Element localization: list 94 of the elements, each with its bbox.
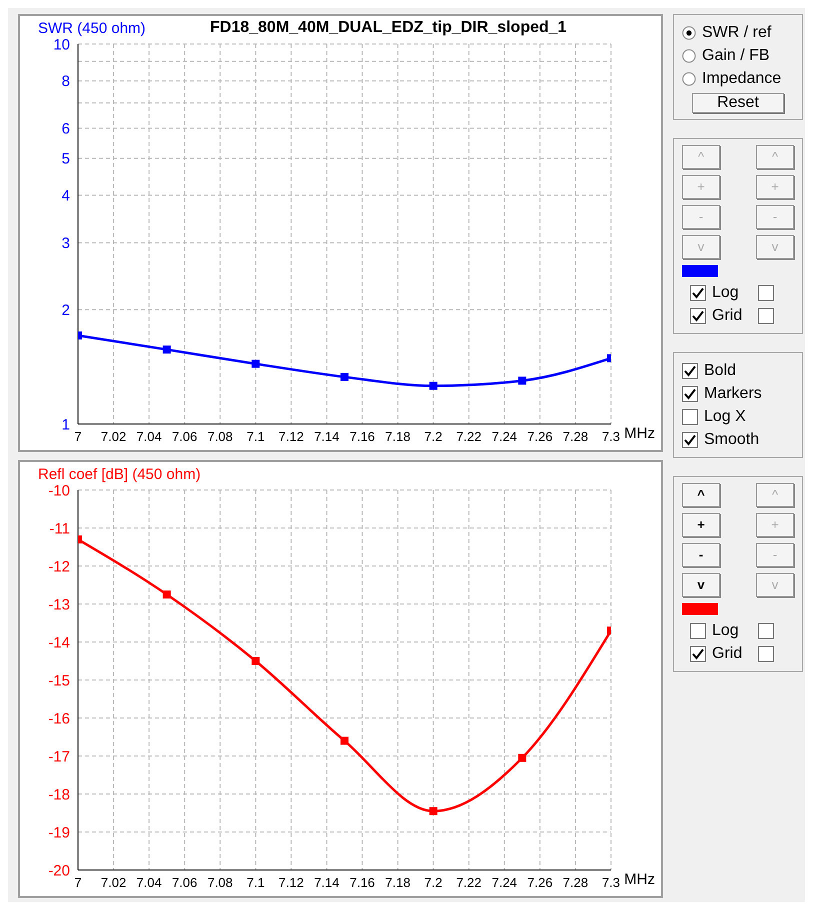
x-axis-title: MHz xyxy=(624,425,655,442)
button: - xyxy=(682,543,720,567)
point xyxy=(518,754,526,762)
point xyxy=(162,346,171,354)
x-tick-label: 7 xyxy=(74,875,82,890)
x-tick-label: 7.12 xyxy=(278,875,304,890)
button: ^ xyxy=(682,145,720,169)
text: SWR / ref xyxy=(702,24,772,42)
y-axis-title: SWR (450 ohm) xyxy=(38,20,146,37)
x-tick-label: 7.1 xyxy=(246,429,265,444)
y-tick-label: -12 xyxy=(48,558,70,576)
button: v xyxy=(756,573,794,597)
text: Grid xyxy=(712,644,744,662)
button: - xyxy=(756,205,794,229)
x-tick-label: 7.08 xyxy=(207,875,233,890)
x-tick-label: 7.14 xyxy=(314,429,340,444)
x-tick-label: 7.18 xyxy=(385,875,410,890)
point xyxy=(518,376,526,385)
y-tick-label: -14 xyxy=(48,634,70,652)
y-tick-label: -15 xyxy=(48,672,70,690)
x-tick-label: 7.06 xyxy=(172,875,198,890)
button: v xyxy=(756,235,794,259)
chart-title: FD18_80M_40M_DUAL_EDZ_tip_DIR_sloped_1 xyxy=(210,19,567,37)
x-tick-label: 7.3 xyxy=(602,429,620,444)
y-tick-label: -10 xyxy=(48,482,70,500)
point xyxy=(429,807,438,816)
x-tick-label: 7.26 xyxy=(527,875,553,890)
x-tick-label: 7.2 xyxy=(424,875,442,890)
point xyxy=(340,736,348,745)
y-tick-label: -16 xyxy=(48,710,70,728)
button: + xyxy=(682,175,720,199)
x-tick-label: 7.06 xyxy=(172,429,198,444)
x-tick-label: 7.26 xyxy=(527,429,553,444)
y-tick-label: 4 xyxy=(62,188,70,205)
point xyxy=(252,657,260,665)
button: + xyxy=(682,513,720,537)
text: Grid xyxy=(712,306,744,324)
x-tick-label: 7.14 xyxy=(314,875,340,890)
point xyxy=(429,382,438,390)
point xyxy=(340,372,348,381)
y-tick-label: 8 xyxy=(62,73,70,90)
button: v xyxy=(682,573,720,597)
x-tick-label: 7.24 xyxy=(492,875,518,890)
text: Log xyxy=(712,622,740,640)
y-tick-label: -17 xyxy=(48,748,70,766)
x-tick-label: 7.02 xyxy=(100,429,126,444)
y-tick-label: 10 xyxy=(53,36,70,54)
x-tick-label: 7 xyxy=(74,429,82,444)
y-tick-label: -11 xyxy=(49,520,70,538)
x-tick-label: 7.16 xyxy=(350,429,375,444)
y-tick-label: -13 xyxy=(48,596,70,614)
y-axis-title: Refl coef [dB] (450 ohm) xyxy=(38,466,201,483)
text: Impedance xyxy=(702,70,782,88)
x-tick-label: 7.16 xyxy=(350,875,375,890)
button: ^ xyxy=(756,483,794,507)
text: Bold xyxy=(704,362,736,380)
x-tick-label: 7.28 xyxy=(562,875,588,890)
x-tick-label: 7.28 xyxy=(562,429,588,444)
button: - xyxy=(682,205,720,229)
button: ^ xyxy=(682,483,720,507)
y-tick-label: 6 xyxy=(62,120,70,138)
x-tick-label: 7.1 xyxy=(246,875,265,890)
x-tick-label: 7.22 xyxy=(456,875,482,890)
x-tick-label: 7.04 xyxy=(136,429,162,444)
y-tick-label: 2 xyxy=(62,302,70,319)
y-tick-label: 1 xyxy=(62,416,70,434)
y-tick-label: -18 xyxy=(48,786,70,804)
y-tick-label: -20 xyxy=(48,862,70,880)
point xyxy=(252,360,260,368)
button: Reset xyxy=(692,93,784,113)
button: - xyxy=(756,543,794,567)
y-tick-label: 5 xyxy=(62,150,70,168)
button: + xyxy=(756,513,794,537)
y-tick-label: -19 xyxy=(48,824,70,842)
x-tick-label: 7.22 xyxy=(456,429,482,444)
x-tick-label: 7.04 xyxy=(136,875,162,890)
text: Gain / FB xyxy=(702,46,770,64)
x-axis-title: MHz xyxy=(624,871,655,888)
text: Markers xyxy=(704,384,762,402)
x-tick-label: 7.12 xyxy=(278,429,304,444)
x-tick-label: 7.08 xyxy=(207,429,233,444)
text: Log xyxy=(712,284,740,302)
point xyxy=(162,590,171,598)
x-tick-label: 7.2 xyxy=(424,429,442,444)
x-tick-label: 7.02 xyxy=(100,875,126,890)
y-tick-label: 3 xyxy=(62,235,70,252)
button: ^ xyxy=(756,145,794,169)
x-tick-label: 7.18 xyxy=(385,429,410,444)
button: v xyxy=(682,235,720,259)
text: Smooth xyxy=(704,430,760,448)
x-tick-label: 7.3 xyxy=(602,875,620,890)
text: Log X xyxy=(704,408,746,426)
button: + xyxy=(756,175,794,199)
x-tick-label: 7.24 xyxy=(492,429,518,444)
